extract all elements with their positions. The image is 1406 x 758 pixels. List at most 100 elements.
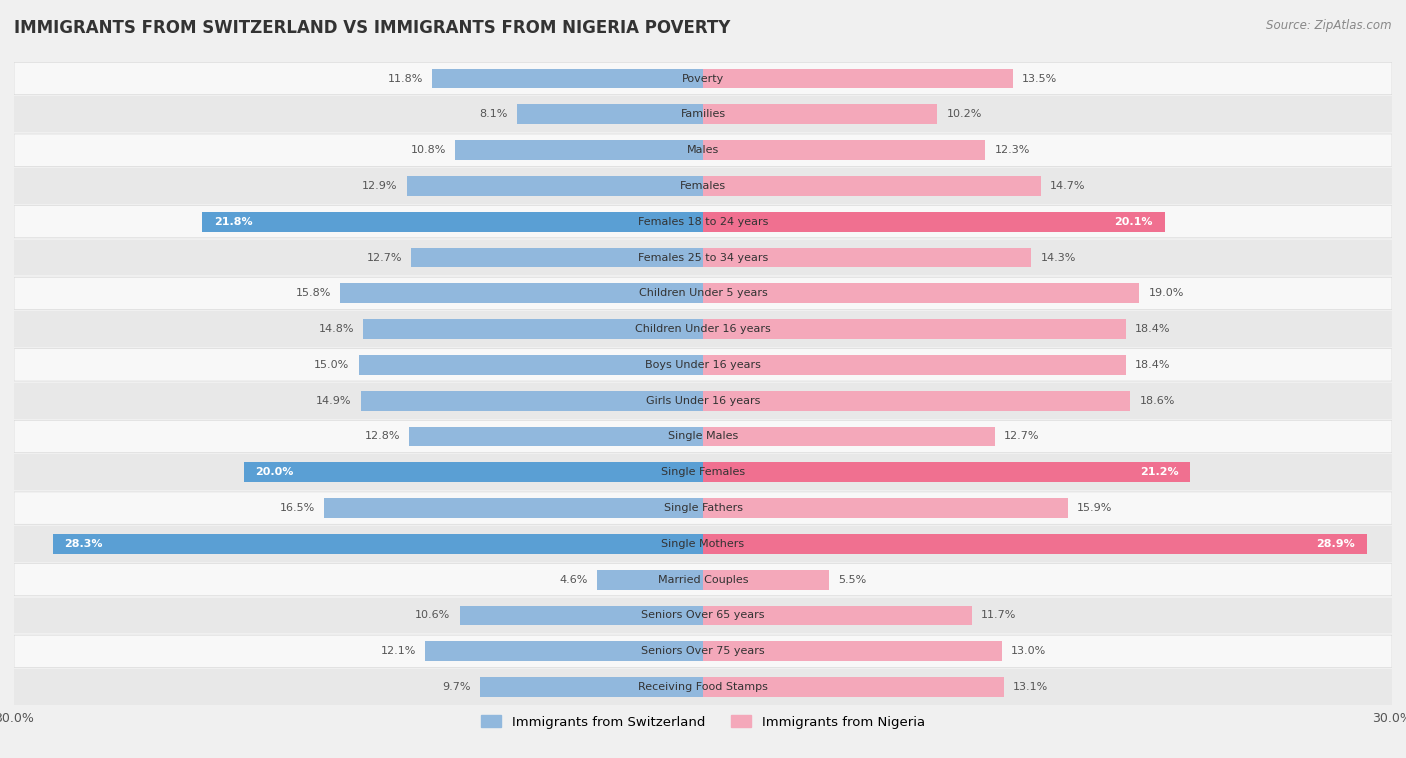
- Bar: [406, 176, 703, 196]
- Bar: [14, 597, 1392, 634]
- Text: Seniors Over 65 years: Seniors Over 65 years: [641, 610, 765, 621]
- Text: 12.7%: 12.7%: [1004, 431, 1039, 441]
- Bar: [340, 283, 703, 303]
- Text: Children Under 5 years: Children Under 5 years: [638, 288, 768, 299]
- Text: 13.0%: 13.0%: [1011, 647, 1046, 656]
- Text: Source: ZipAtlas.com: Source: ZipAtlas.com: [1267, 19, 1392, 32]
- Text: 12.8%: 12.8%: [364, 431, 399, 441]
- Bar: [703, 677, 1004, 697]
- Text: 21.2%: 21.2%: [1140, 467, 1178, 478]
- Bar: [703, 319, 1126, 339]
- Bar: [361, 391, 703, 411]
- Bar: [517, 105, 703, 124]
- Text: Boys Under 16 years: Boys Under 16 years: [645, 360, 761, 370]
- FancyBboxPatch shape: [14, 563, 1392, 596]
- Text: 11.8%: 11.8%: [388, 74, 423, 83]
- Text: Poverty: Poverty: [682, 74, 724, 83]
- Bar: [703, 391, 1130, 411]
- Bar: [703, 283, 1139, 303]
- Bar: [409, 427, 703, 446]
- FancyBboxPatch shape: [14, 62, 1392, 95]
- Text: 28.3%: 28.3%: [65, 539, 103, 549]
- Bar: [703, 427, 994, 446]
- Legend: Immigrants from Switzerland, Immigrants from Nigeria: Immigrants from Switzerland, Immigrants …: [475, 709, 931, 734]
- Text: 14.3%: 14.3%: [1040, 252, 1076, 262]
- Text: 18.4%: 18.4%: [1135, 324, 1170, 334]
- Bar: [14, 383, 1392, 418]
- Bar: [703, 355, 1126, 374]
- Bar: [703, 176, 1040, 196]
- Text: 14.9%: 14.9%: [316, 396, 352, 406]
- Text: Females 18 to 24 years: Females 18 to 24 years: [638, 217, 768, 227]
- FancyBboxPatch shape: [14, 205, 1392, 238]
- Bar: [703, 69, 1012, 89]
- Bar: [53, 534, 703, 553]
- Bar: [202, 212, 703, 231]
- Text: 13.5%: 13.5%: [1022, 74, 1057, 83]
- Text: 5.5%: 5.5%: [838, 575, 866, 584]
- Text: 10.6%: 10.6%: [415, 610, 450, 621]
- Bar: [703, 570, 830, 590]
- Text: Females: Females: [681, 181, 725, 191]
- Bar: [425, 641, 703, 661]
- Text: 21.8%: 21.8%: [214, 217, 253, 227]
- Text: 18.4%: 18.4%: [1135, 360, 1170, 370]
- Bar: [14, 312, 1392, 347]
- Bar: [598, 570, 703, 590]
- Text: 20.1%: 20.1%: [1115, 217, 1153, 227]
- Text: 10.2%: 10.2%: [946, 109, 981, 119]
- Text: 15.9%: 15.9%: [1077, 503, 1112, 513]
- Text: 19.0%: 19.0%: [1149, 288, 1184, 299]
- Bar: [14, 240, 1392, 275]
- Text: Single Fathers: Single Fathers: [664, 503, 742, 513]
- Bar: [456, 140, 703, 160]
- FancyBboxPatch shape: [14, 277, 1392, 309]
- Text: 9.7%: 9.7%: [443, 682, 471, 692]
- Bar: [460, 606, 703, 625]
- Text: Single Mothers: Single Mothers: [661, 539, 745, 549]
- Text: Receiving Food Stamps: Receiving Food Stamps: [638, 682, 768, 692]
- Text: Families: Families: [681, 109, 725, 119]
- Text: 13.1%: 13.1%: [1012, 682, 1049, 692]
- Text: Single Females: Single Females: [661, 467, 745, 478]
- Text: 15.8%: 15.8%: [295, 288, 330, 299]
- Text: Girls Under 16 years: Girls Under 16 years: [645, 396, 761, 406]
- Text: 12.7%: 12.7%: [367, 252, 402, 262]
- FancyBboxPatch shape: [14, 134, 1392, 166]
- Text: 10.8%: 10.8%: [411, 145, 446, 155]
- Bar: [14, 526, 1392, 562]
- Text: 12.3%: 12.3%: [994, 145, 1031, 155]
- Bar: [703, 498, 1069, 518]
- Text: 4.6%: 4.6%: [560, 575, 588, 584]
- Text: IMMIGRANTS FROM SWITZERLAND VS IMMIGRANTS FROM NIGERIA POVERTY: IMMIGRANTS FROM SWITZERLAND VS IMMIGRANT…: [14, 19, 731, 37]
- Bar: [703, 534, 1367, 553]
- Text: Females 25 to 34 years: Females 25 to 34 years: [638, 252, 768, 262]
- Text: 14.7%: 14.7%: [1050, 181, 1085, 191]
- Bar: [412, 248, 703, 268]
- Text: Single Males: Single Males: [668, 431, 738, 441]
- Text: 8.1%: 8.1%: [479, 109, 508, 119]
- Bar: [703, 212, 1164, 231]
- Text: 11.7%: 11.7%: [981, 610, 1017, 621]
- Bar: [323, 498, 703, 518]
- FancyBboxPatch shape: [14, 421, 1392, 453]
- FancyBboxPatch shape: [14, 635, 1392, 667]
- Bar: [14, 96, 1392, 132]
- Bar: [432, 69, 703, 89]
- Bar: [703, 105, 938, 124]
- Bar: [363, 319, 703, 339]
- Bar: [14, 669, 1392, 705]
- Text: 18.6%: 18.6%: [1139, 396, 1174, 406]
- Text: Children Under 16 years: Children Under 16 years: [636, 324, 770, 334]
- Bar: [703, 462, 1189, 482]
- Text: 14.8%: 14.8%: [318, 324, 354, 334]
- Text: 12.9%: 12.9%: [363, 181, 398, 191]
- Text: 20.0%: 20.0%: [256, 467, 294, 478]
- Text: 15.0%: 15.0%: [314, 360, 349, 370]
- Text: 12.1%: 12.1%: [381, 647, 416, 656]
- FancyBboxPatch shape: [14, 349, 1392, 381]
- Bar: [703, 606, 972, 625]
- Text: Married Couples: Married Couples: [658, 575, 748, 584]
- Text: Seniors Over 75 years: Seniors Over 75 years: [641, 647, 765, 656]
- Bar: [14, 168, 1392, 204]
